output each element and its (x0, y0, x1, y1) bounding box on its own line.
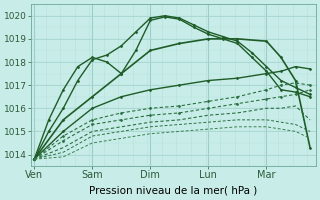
X-axis label: Pression niveau de la mer( hPa ): Pression niveau de la mer( hPa ) (90, 186, 258, 196)
